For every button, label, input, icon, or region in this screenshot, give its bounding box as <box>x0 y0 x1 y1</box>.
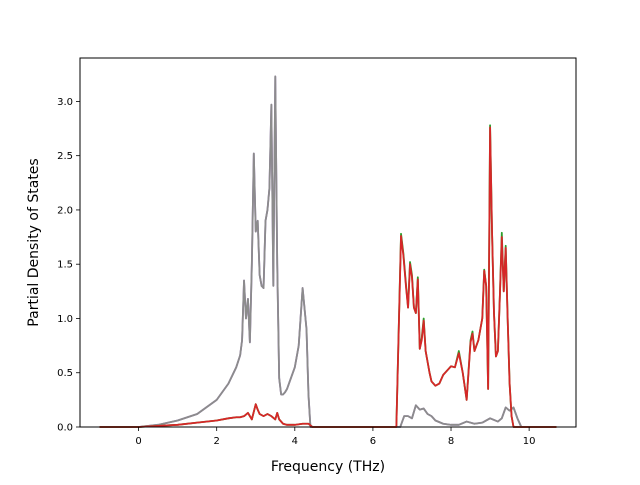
y-axis-label: Partial Density of States <box>26 158 42 326</box>
y-axis: 0.0 0.5 1.0 1.5 2.0 2.5 3.0 <box>57 97 80 434</box>
y-tick-label: 0.0 <box>57 423 73 434</box>
x-axis: 0 2 4 6 8 10 <box>135 427 536 447</box>
y-tick-label: 1.0 <box>57 314 73 325</box>
series-line-4 <box>99 126 557 428</box>
y-tick-label: 1.5 <box>57 260 73 271</box>
plot-frame <box>79 57 577 428</box>
x-tick-label: 8 <box>448 436 454 447</box>
x-tick-label: 2 <box>214 436 220 447</box>
y-tick-label: 2.0 <box>57 205 73 216</box>
x-tick-label: 6 <box>370 436 376 447</box>
x-tick-label: 0 <box>135 436 141 447</box>
y-tick-label: 3.0 <box>57 97 73 108</box>
y-tick-label: 2.5 <box>57 151 73 162</box>
x-tick-label: 4 <box>292 436 298 447</box>
series-layer <box>99 75 557 428</box>
x-tick-label: 10 <box>523 436 536 447</box>
y-tick-label: 0.5 <box>57 368 73 379</box>
x-axis-label: Frequency (THz) <box>271 459 385 475</box>
series-line-2 <box>99 75 557 428</box>
